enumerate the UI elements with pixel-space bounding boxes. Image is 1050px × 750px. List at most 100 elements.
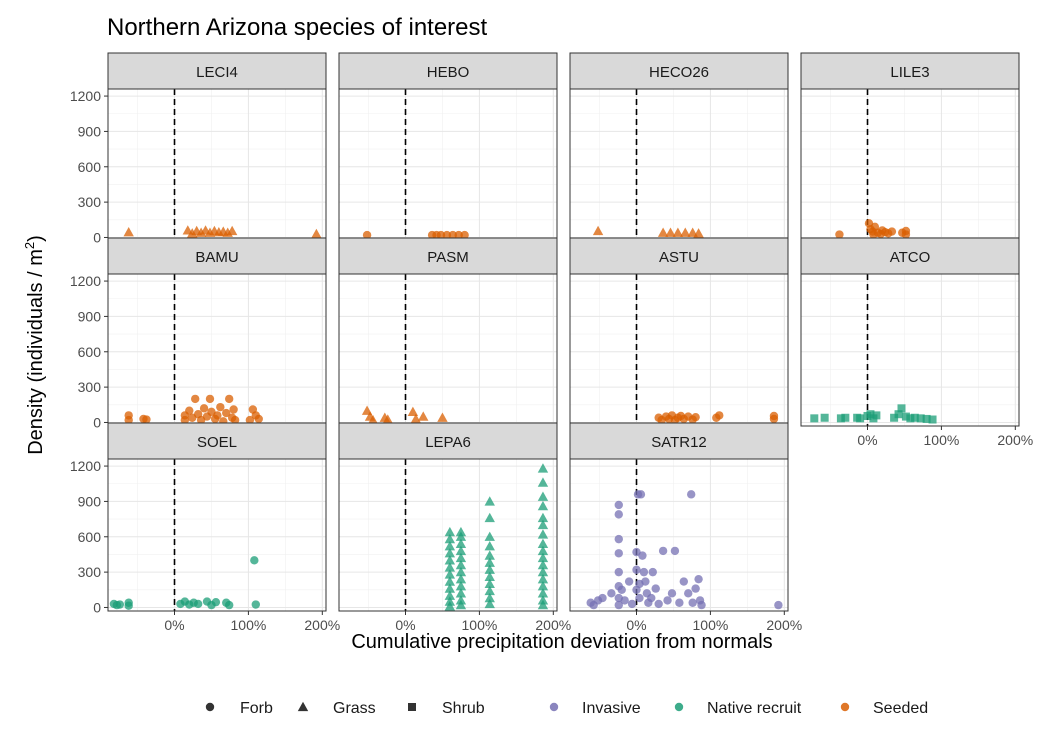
facet-strip (569, 237, 789, 275)
data-point (697, 600, 706, 610)
y-tick-label: 1200 (70, 88, 101, 104)
data-point (537, 595, 549, 605)
facet-strip-label: ATCO (890, 249, 931, 266)
data-point (635, 579, 644, 589)
data-point (142, 415, 151, 424)
data-point (537, 491, 549, 501)
x-tick-label: 100% (924, 432, 960, 448)
data-point (537, 581, 549, 591)
data-point (537, 545, 549, 556)
legend-key-triangle (297, 701, 309, 712)
y-axis-title: Density (individuals / m2) (22, 235, 47, 455)
facet-panel-leci4: LECI4 (107, 52, 327, 242)
data-point (436, 230, 446, 240)
data-point (444, 590, 456, 600)
panel-border (800, 273, 1020, 427)
data-point (901, 230, 911, 239)
data-point (679, 577, 689, 586)
data-point (229, 405, 238, 414)
facet-panel-atco: ATCO (800, 237, 1020, 427)
data-point (484, 531, 495, 541)
data-point (455, 581, 467, 591)
legend-label: Native recruit (707, 700, 802, 717)
data-point (251, 600, 260, 609)
facet-strip (800, 52, 1020, 90)
data-point (254, 414, 263, 424)
facet-panel-lepa6: LEPA6 (338, 422, 558, 612)
data-point (124, 415, 133, 425)
data-point (484, 592, 495, 603)
data-point (639, 567, 649, 577)
facet-strip (569, 52, 789, 90)
data-point (841, 413, 850, 422)
x-axis: 0% 100% 200% 0% 100% 200% 0% 100% 200% 0% 100% 200% (164, 426, 1033, 633)
data-point (651, 584, 660, 593)
data-point (407, 406, 419, 417)
data-point (897, 404, 906, 413)
data-point (537, 573, 549, 584)
data-point (887, 227, 897, 236)
data-point (444, 569, 456, 579)
data-point (820, 413, 829, 422)
data-point (211, 597, 221, 607)
data-point (648, 567, 657, 577)
plot-background (108, 274, 326, 426)
data-point (442, 230, 452, 240)
data-point (688, 598, 697, 607)
y-axis-title-close: ) (25, 235, 47, 242)
data-point (672, 227, 684, 237)
data-point (684, 589, 693, 598)
data-point (614, 567, 623, 577)
data-point (680, 227, 691, 237)
facet-strip (107, 237, 327, 275)
data-point (455, 538, 467, 548)
data-point (624, 577, 634, 586)
data-point (632, 565, 641, 574)
x-tick-label: 100% (231, 617, 267, 633)
data-point (537, 512, 549, 523)
data-point (455, 573, 467, 584)
data-point (250, 556, 259, 565)
data-point (922, 414, 931, 423)
legend: Forb Grass Shrub Invasive Native recruit Seed… (205, 700, 928, 717)
facet-strip (569, 422, 789, 460)
data-point (224, 394, 234, 404)
data-point (617, 585, 626, 594)
data-point (647, 593, 656, 603)
data-point (484, 557, 495, 567)
data-point (185, 406, 194, 415)
legend-label: Seeded (873, 700, 928, 717)
data-point (928, 415, 937, 424)
data-point (444, 526, 456, 537)
x-tick-label: 200% (766, 617, 802, 633)
data-point (245, 415, 255, 425)
facet-strip-label: BAMU (195, 249, 238, 266)
legend-label: Invasive (582, 700, 641, 717)
data-point (444, 596, 456, 606)
data-point (484, 598, 495, 609)
data-point (444, 555, 456, 565)
data-point (901, 412, 910, 421)
panel-border (338, 458, 558, 612)
data-point (362, 230, 372, 240)
facet-panel-soel: SOEL (107, 422, 327, 612)
facet-strip (107, 52, 327, 90)
plot-background (570, 89, 788, 241)
data-point (444, 583, 456, 593)
legend-label: Forb (240, 700, 273, 717)
data-point (537, 463, 549, 473)
data-point (715, 411, 724, 420)
data-point (444, 562, 456, 572)
data-point (614, 500, 623, 510)
facet-strip-label: LECI4 (196, 64, 238, 81)
data-point (693, 228, 704, 238)
facet-panel-heco26: HECO26 (569, 52, 789, 242)
data-point (667, 589, 677, 598)
data-point (444, 548, 456, 558)
data-point (537, 519, 549, 530)
data-point (866, 410, 875, 419)
facet-strip-label: SOEL (197, 434, 237, 451)
y-tick-label: 900 (78, 123, 102, 139)
y-axis-title-superscript: 2 (22, 242, 37, 249)
